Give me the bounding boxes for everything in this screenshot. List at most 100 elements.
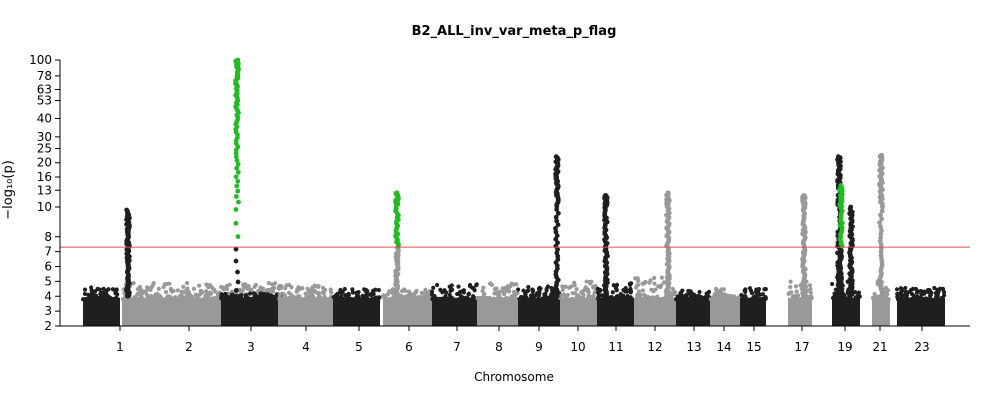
data-point bbox=[597, 288, 602, 293]
data-point bbox=[423, 297, 428, 302]
data-point bbox=[503, 286, 509, 292]
data-point bbox=[613, 286, 619, 291]
x-tick-label: 11 bbox=[608, 340, 623, 354]
data-point bbox=[476, 296, 481, 301]
y-tick-label: 16 bbox=[37, 170, 52, 184]
data-point bbox=[169, 289, 175, 294]
data-point bbox=[789, 290, 794, 295]
data-point bbox=[588, 281, 593, 286]
data-point bbox=[89, 288, 94, 293]
data-point bbox=[415, 297, 420, 302]
data-point bbox=[747, 286, 753, 291]
data-point bbox=[678, 290, 683, 295]
data-point bbox=[345, 296, 350, 301]
data-point bbox=[400, 289, 405, 294]
data-point bbox=[320, 285, 326, 290]
data-point bbox=[894, 287, 900, 292]
data-point bbox=[391, 296, 396, 302]
chromosome-4-points bbox=[276, 282, 334, 326]
data-point bbox=[762, 287, 767, 292]
data-point bbox=[489, 282, 495, 287]
peak-chromosome-1 bbox=[124, 207, 132, 299]
chromosome-11-points bbox=[595, 281, 634, 326]
data-point bbox=[215, 294, 221, 299]
data-point bbox=[381, 293, 386, 298]
data-point bbox=[913, 286, 919, 292]
data-point bbox=[914, 290, 920, 295]
point-band bbox=[597, 297, 634, 326]
data-point bbox=[593, 283, 598, 289]
data-point bbox=[807, 283, 813, 288]
data-point bbox=[342, 286, 347, 292]
data-point bbox=[652, 275, 657, 281]
y-tick-label: 4 bbox=[44, 289, 52, 303]
data-point bbox=[138, 290, 143, 295]
peak-point bbox=[124, 207, 130, 213]
data-point bbox=[560, 287, 565, 293]
data-point bbox=[637, 296, 642, 301]
chromosome-3-points bbox=[218, 291, 284, 326]
x-tick-label: 7 bbox=[453, 340, 461, 354]
data-point bbox=[465, 297, 470, 302]
point-band bbox=[477, 297, 518, 326]
data-point bbox=[346, 292, 352, 297]
data-point bbox=[671, 291, 676, 296]
data-point bbox=[82, 291, 88, 296]
data-point bbox=[584, 279, 589, 284]
data-point bbox=[691, 296, 696, 301]
data-point bbox=[237, 296, 242, 301]
data-point bbox=[410, 296, 415, 302]
data-point bbox=[636, 289, 642, 294]
data-point bbox=[514, 296, 519, 301]
data-point bbox=[253, 292, 258, 297]
data-point bbox=[543, 296, 548, 301]
data-point bbox=[903, 285, 908, 291]
data-point bbox=[857, 293, 862, 299]
chromosome-7-points bbox=[429, 282, 479, 326]
data-point bbox=[721, 287, 726, 292]
data-point bbox=[376, 287, 381, 293]
peak-chromosome-3 bbox=[233, 57, 241, 299]
y-tick-label: 6 bbox=[44, 260, 52, 274]
data-point bbox=[95, 286, 100, 291]
data-point bbox=[80, 297, 86, 302]
data-point bbox=[207, 291, 212, 296]
data-point bbox=[245, 285, 250, 290]
point-band bbox=[278, 297, 333, 326]
data-point bbox=[573, 291, 578, 296]
peak-point bbox=[235, 161, 241, 167]
data-point bbox=[132, 297, 137, 302]
data-point bbox=[270, 282, 275, 287]
data-point bbox=[743, 294, 748, 299]
data-point bbox=[545, 284, 550, 289]
data-point bbox=[648, 278, 653, 283]
data-point bbox=[525, 289, 530, 294]
peak-point bbox=[233, 293, 239, 299]
data-point bbox=[114, 288, 119, 293]
data-point bbox=[244, 297, 249, 302]
data-point bbox=[438, 287, 443, 292]
peak-point bbox=[235, 234, 241, 239]
data-point bbox=[495, 297, 500, 302]
chromosome-12-points bbox=[633, 275, 678, 326]
peak-point bbox=[233, 150, 239, 156]
x-tick-label: 14 bbox=[716, 340, 731, 354]
data-point bbox=[86, 292, 91, 297]
data-point bbox=[175, 288, 180, 293]
peak-chromosome-17 bbox=[800, 192, 808, 299]
data-point bbox=[560, 284, 565, 289]
data-point bbox=[157, 296, 162, 301]
peak-point bbox=[878, 212, 883, 218]
data-point bbox=[230, 292, 235, 297]
data-point bbox=[151, 281, 156, 286]
data-point bbox=[362, 287, 367, 292]
data-point bbox=[807, 294, 812, 300]
data-point bbox=[309, 297, 314, 302]
data-point bbox=[225, 297, 230, 302]
point-band bbox=[432, 297, 477, 326]
data-point bbox=[434, 282, 440, 288]
data-point bbox=[830, 281, 835, 287]
x-tick-label: 10 bbox=[570, 340, 585, 354]
peak-point bbox=[233, 258, 239, 264]
